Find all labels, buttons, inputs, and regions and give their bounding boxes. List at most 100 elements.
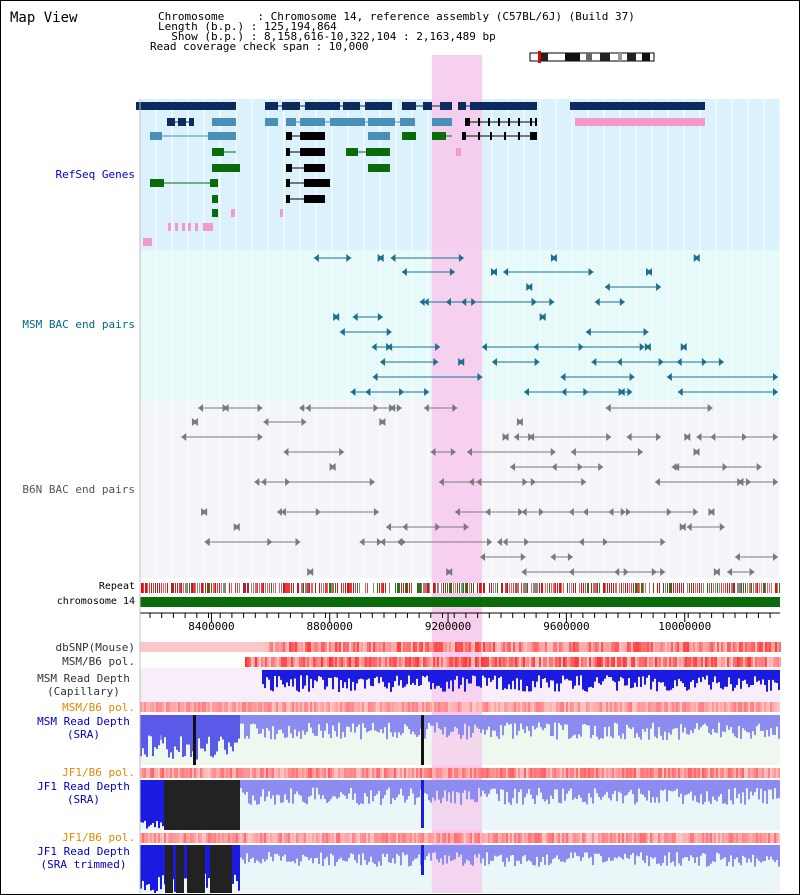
msm-sra-depth-bar xyxy=(530,715,532,737)
msm-b6-pol2-cell xyxy=(432,702,434,712)
jf1-trim-depth-bar xyxy=(724,845,726,858)
dbsnp-cell xyxy=(347,642,349,652)
msm-b6-pol-cell xyxy=(299,657,301,667)
jf1-trim-depth-bar xyxy=(316,845,318,858)
msm-sra-depth-bar xyxy=(646,715,648,729)
msm-cap-depth-bar xyxy=(602,670,604,682)
msm-cap-depth-bar xyxy=(466,670,468,680)
jf1-sra-depth-bar xyxy=(394,780,396,801)
jf1-sra-depth-bar xyxy=(600,780,602,800)
msm-b6-pol-cell xyxy=(565,657,567,667)
jf1-b6-pol2-cell xyxy=(384,833,386,843)
jf1-b6-pol2-cell xyxy=(392,833,394,843)
repeat-element xyxy=(161,583,162,593)
jf1-trim-depth-bar xyxy=(630,845,632,855)
msm-sra-depth-bar xyxy=(480,715,482,734)
msm-cap-depth-bar xyxy=(592,670,594,688)
jf1-b6-pol-cell xyxy=(568,768,570,778)
bac-end-arrow xyxy=(534,358,540,366)
repeat-element xyxy=(559,583,561,593)
jf1-b6-pol-cell xyxy=(772,768,774,778)
repeat-element xyxy=(455,583,456,593)
repeat-element xyxy=(695,583,696,593)
jf1-sra-depth-bar xyxy=(482,780,484,791)
bac-end-arrow xyxy=(523,388,529,396)
gene-exon xyxy=(330,118,365,126)
jf1-b6-pol2-cell xyxy=(518,833,520,843)
jf1-b6-pol2-cell xyxy=(308,833,310,843)
msm-b6-pol2-cell xyxy=(342,702,344,712)
dbsnp-cell xyxy=(553,642,555,652)
dbsnp-cell xyxy=(635,642,637,652)
dbsnp-cell xyxy=(729,642,731,652)
msm-cap-depth-bar xyxy=(512,670,514,681)
msm-b6-pol2-cell xyxy=(678,702,680,712)
track-label-b6n-bac[interactable]: B6N BAC end pairs xyxy=(22,483,135,496)
jf1-sra-depth-bar xyxy=(486,780,488,797)
msm-cap-depth-bar xyxy=(622,670,624,679)
msm-cap-depth-bar xyxy=(730,670,732,685)
jf1-trim-gap xyxy=(176,845,184,893)
msm-b6-pol-cell xyxy=(511,657,513,667)
msm-b6-pol2-cell xyxy=(350,702,352,712)
msm-b6-pol-cell xyxy=(401,657,403,667)
track-label-jf1-depth-trim: JF1 Read Depth xyxy=(37,845,130,858)
jf1-b6-pol2-cell xyxy=(230,833,232,843)
jf1-b6-pol-cell xyxy=(220,768,222,778)
repeat-element xyxy=(643,583,644,593)
msm-b6-pol-cell xyxy=(579,657,581,667)
jf1-sra-depth-bar xyxy=(158,780,160,829)
msm-sra-depth-bar xyxy=(540,715,542,728)
bac-end-arrow xyxy=(679,523,685,531)
bac-end-arrow xyxy=(727,568,733,576)
jf1-b6-pol-cell xyxy=(648,768,650,778)
msm-b6-pol2-cell xyxy=(274,702,276,712)
msm-b6-pol2-cell xyxy=(540,702,542,712)
jf1-trim-depth-bar xyxy=(566,845,568,860)
msm-cap-depth-bar xyxy=(586,670,588,692)
msm-cap-depth-bar xyxy=(308,670,310,692)
msm-cap-depth-bar xyxy=(350,670,352,691)
dbsnp-cell xyxy=(775,642,777,652)
msm-cap-depth-bar xyxy=(392,670,394,688)
jf1-b6-pol2-cell xyxy=(720,833,722,843)
bac-end-arrow xyxy=(773,478,778,486)
track-label-chromosome: chromosome 14 xyxy=(56,596,135,607)
jf1-b6-pol-cell xyxy=(166,768,168,778)
msm-b6-pol2-cell xyxy=(370,702,372,712)
jf1-b6-pol-cell xyxy=(738,768,740,778)
jf1-b6-pol-cell xyxy=(576,768,578,778)
jf1-b6-pol-cell xyxy=(496,768,498,778)
msm-b6-pol2-cell xyxy=(738,702,740,712)
msm-b6-pol-cell xyxy=(577,657,579,667)
msm-b6-pol2-cell xyxy=(288,702,290,712)
msm-b6-pol2-cell xyxy=(394,702,396,712)
msm-cap-depth-bar xyxy=(608,670,610,678)
msm-b6-pol2-cell xyxy=(482,702,484,712)
jf1-b6-pol-cell xyxy=(190,768,192,778)
msm-b6-pol-cell xyxy=(561,657,563,667)
msm-b6-pol2-cell xyxy=(412,702,414,712)
msm-b6-pol2-cell xyxy=(436,702,438,712)
msm-sra-depth-bar xyxy=(214,715,216,755)
dbsnp-cell xyxy=(489,642,491,652)
msm-sra-depth-bar xyxy=(426,715,428,730)
jf1-sra-depth-bar xyxy=(750,780,752,792)
msm-b6-pol2-cell xyxy=(352,702,354,712)
jf1-b6-pol2-cell xyxy=(732,833,734,843)
bac-end-arrow xyxy=(377,254,383,262)
repeat-element xyxy=(211,583,212,593)
jf1-sra-depth-bar xyxy=(350,780,352,788)
dbsnp-cell xyxy=(351,642,353,652)
repeat-element xyxy=(517,583,519,593)
jf1-b6-pol-cell xyxy=(686,768,688,778)
jf1-sra-depth-bar xyxy=(580,780,582,798)
msm-cap-depth-bar xyxy=(752,670,754,685)
track-label-refseq[interactable]: RefSeq Genes xyxy=(55,168,135,181)
msm-b6-pol2-cell xyxy=(424,702,426,712)
msm-sra-depth-bar xyxy=(176,715,178,750)
msm-b6-pol-cell xyxy=(755,657,757,667)
jf1-sra-depth-bar xyxy=(604,780,606,795)
track-label-msm-bac[interactable]: MSM BAC end pairs xyxy=(22,318,135,331)
